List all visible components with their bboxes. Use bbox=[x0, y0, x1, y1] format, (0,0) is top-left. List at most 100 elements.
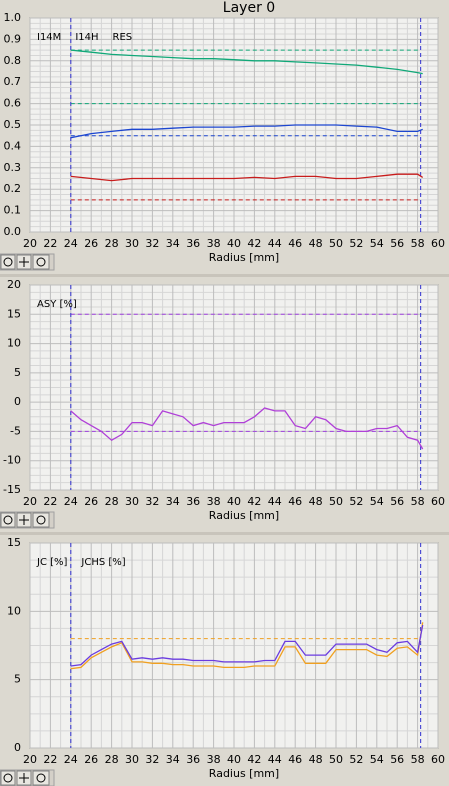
pan-icon bbox=[36, 515, 46, 525]
x-tick-label: 54 bbox=[370, 753, 384, 766]
cross-icon bbox=[19, 515, 29, 525]
x-tick-label: 40 bbox=[227, 237, 241, 250]
pan-button bbox=[32, 770, 50, 786]
legend-entry: I14H bbox=[75, 32, 98, 43]
x-tick-label: 52 bbox=[349, 237, 363, 250]
x-tick-label: 54 bbox=[370, 237, 384, 250]
x-tick-label: 28 bbox=[105, 495, 119, 508]
pan-icon bbox=[36, 257, 46, 267]
x-tick-label: 20 bbox=[23, 753, 37, 766]
x-tick-label: 26 bbox=[84, 753, 98, 766]
x-tick-label: 40 bbox=[227, 753, 241, 766]
y-tick-label: 0.5 bbox=[4, 118, 22, 131]
x-tick-label: 58 bbox=[411, 753, 425, 766]
x-tick-label: 42 bbox=[247, 495, 261, 508]
x-tick-label: 20 bbox=[23, 237, 37, 250]
y-tick-label: 0 bbox=[14, 395, 21, 408]
x-tick-label: 46 bbox=[288, 237, 302, 250]
x-tick-label: 24 bbox=[64, 237, 78, 250]
pan-button bbox=[32, 254, 50, 270]
x-axis-label: Radius [mm] bbox=[209, 509, 279, 522]
zoom-icon bbox=[3, 515, 13, 525]
panel-separator bbox=[0, 532, 449, 535]
y-tick-label: 15 bbox=[7, 307, 21, 320]
zoom-button bbox=[0, 512, 16, 528]
series-line bbox=[70, 407, 424, 450]
x-tick-label: 58 bbox=[411, 495, 425, 508]
x-tick-label: 56 bbox=[390, 753, 404, 766]
x-tick-label: 32 bbox=[145, 753, 159, 766]
x-tick-label: 22 bbox=[43, 237, 57, 250]
x-tick-label: 22 bbox=[43, 753, 57, 766]
x-tick-label: 60 bbox=[431, 495, 445, 508]
x-tick-label: 36 bbox=[186, 753, 200, 766]
x-axis-label: Radius [mm] bbox=[209, 251, 279, 264]
y-tick-label: 10 bbox=[7, 337, 21, 350]
x-tick-label: 36 bbox=[186, 495, 200, 508]
y-tick-label: 5 bbox=[14, 673, 21, 686]
x-axis-label: Radius [mm] bbox=[209, 767, 279, 780]
x-tick-label: 44 bbox=[268, 237, 282, 250]
x-tick-label: 26 bbox=[84, 237, 98, 250]
x-tick-label: 52 bbox=[349, 495, 363, 508]
y-tick-label: 0.9 bbox=[4, 32, 22, 45]
pan-button bbox=[32, 512, 50, 528]
y-tick-label: 0.7 bbox=[4, 75, 22, 88]
x-tick-label: 38 bbox=[207, 237, 221, 250]
series-line bbox=[70, 49, 423, 75]
y-tick-label: 10 bbox=[7, 604, 21, 617]
series-line bbox=[70, 624, 424, 667]
x-tick-label: 26 bbox=[84, 495, 98, 508]
x-tick-label: 46 bbox=[288, 753, 302, 766]
series-line bbox=[70, 173, 424, 182]
x-tick-label: 56 bbox=[390, 495, 404, 508]
y-tick-label: 0.0 bbox=[4, 225, 22, 238]
x-tick-label: 38 bbox=[207, 753, 221, 766]
x-tick-label: 40 bbox=[227, 495, 241, 508]
panel-separator bbox=[0, 274, 449, 277]
y-tick-label: 15 bbox=[7, 536, 21, 549]
y-tick-label: -5 bbox=[10, 424, 21, 437]
x-tick-label: 34 bbox=[166, 753, 180, 766]
x-tick-label: 52 bbox=[349, 753, 363, 766]
x-tick-label: 46 bbox=[288, 495, 302, 508]
x-tick-label: 60 bbox=[431, 753, 445, 766]
x-tick-label: 34 bbox=[166, 495, 180, 508]
legend-entry: JC [%] bbox=[36, 557, 68, 568]
x-tick-label: 48 bbox=[309, 495, 323, 508]
pan-icon bbox=[36, 773, 46, 783]
legend-entry: JCHS [%] bbox=[80, 557, 125, 568]
x-tick-label: 34 bbox=[166, 237, 180, 250]
panel: 20 22 24 26 28 30 32 34 36 38 40 42 44 46 48 50 52 54 56 58… bbox=[0, 278, 445, 529]
y-tick-label: 0.3 bbox=[4, 161, 22, 174]
x-tick-label: 20 bbox=[23, 495, 37, 508]
x-tick-label: 38 bbox=[207, 495, 221, 508]
x-tick-label: 44 bbox=[268, 495, 282, 508]
x-tick-label: 24 bbox=[64, 753, 78, 766]
x-tick-label: 30 bbox=[125, 495, 139, 508]
x-tick-label: 24 bbox=[64, 495, 78, 508]
zoom-icon bbox=[3, 773, 13, 783]
x-tick-label: 30 bbox=[125, 237, 139, 250]
x-tick-label: 36 bbox=[186, 237, 200, 250]
x-tick-label: 50 bbox=[329, 237, 343, 250]
x-tick-label: 50 bbox=[329, 753, 343, 766]
x-tick-label: 50 bbox=[329, 495, 343, 508]
y-tick-label: 0.2 bbox=[4, 182, 22, 195]
y-tick-label: 0.6 bbox=[4, 97, 22, 110]
x-tick-label: 56 bbox=[390, 237, 404, 250]
x-tick-label: 48 bbox=[309, 237, 323, 250]
y-tick-label: 20 bbox=[7, 278, 21, 291]
series-line bbox=[70, 124, 423, 139]
cross-icon bbox=[19, 257, 29, 267]
x-tick-label: 44 bbox=[268, 753, 282, 766]
y-tick-label: 1.0 bbox=[4, 11, 22, 24]
legend-entry: ASY [%] bbox=[37, 299, 77, 310]
y-tick-label: 0.8 bbox=[4, 54, 22, 67]
legend-entry: RES bbox=[113, 32, 133, 43]
y-tick-label: 0 bbox=[14, 741, 21, 754]
y-tick-label: 0.1 bbox=[4, 204, 22, 217]
x-tick-label: 42 bbox=[247, 237, 261, 250]
y-tick-label: 0.4 bbox=[4, 139, 22, 152]
